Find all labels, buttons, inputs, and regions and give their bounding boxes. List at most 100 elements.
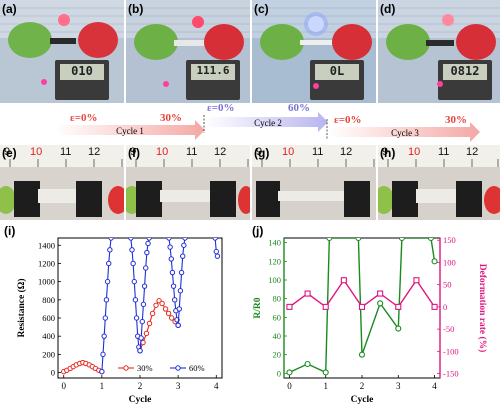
data-point-60% xyxy=(166,238,172,241)
photo-panel-c: 0L xyxy=(252,0,376,103)
cycle-3-arrow: Cycle 3 ε=0% 30% xyxy=(326,114,480,142)
circuit-photo-b xyxy=(126,0,250,103)
ruler-number: 12 xyxy=(88,146,101,158)
x-tick-label: 0 xyxy=(287,381,292,391)
data-point-60% xyxy=(182,238,188,241)
ruler-number: 12 xyxy=(466,146,479,158)
data-point-60% xyxy=(101,333,107,339)
x-tick-label: 2 xyxy=(360,381,365,391)
data-point-ratio xyxy=(322,369,329,376)
y-axis-label: R/R0 xyxy=(253,297,263,318)
ruler-number: 11 xyxy=(60,146,72,158)
series-line-60% xyxy=(177,238,186,326)
data-point-60% xyxy=(170,283,177,289)
data-point-30% xyxy=(149,310,156,317)
data-point-60% xyxy=(146,238,152,241)
panel-label-g: (g) xyxy=(254,146,270,160)
resistance-chart: 0 200 400 600 800 1000 1200 1400 0 1 2 3 4 Cycle Resis… xyxy=(16,237,223,405)
plot-area xyxy=(61,238,221,375)
circuit-photo-d xyxy=(378,0,500,103)
data-point-60% xyxy=(214,253,221,259)
data-point-60% xyxy=(181,242,187,248)
data-point-30% xyxy=(159,300,165,307)
y-tick-label: 400 xyxy=(42,331,55,341)
y2-tick-label: -100 xyxy=(443,346,459,356)
x-tick-label: 4 xyxy=(432,381,437,391)
y-tick-label: 140 xyxy=(268,238,281,248)
x-axis-label: Cycle xyxy=(351,395,374,405)
data-point-60% xyxy=(175,322,181,328)
data-point-60% xyxy=(104,278,111,285)
ruler-number: 11 xyxy=(312,146,324,158)
data-point-ratio xyxy=(398,238,405,242)
panel-label-b: (b) xyxy=(128,2,144,16)
circuit-photo-c xyxy=(252,0,376,103)
data-point-60% xyxy=(130,260,136,267)
meter-reading: 010 xyxy=(71,64,93,78)
data-point-60% xyxy=(167,244,173,250)
y2-tick-label: 50 xyxy=(443,280,452,290)
circuit-photo-a xyxy=(0,0,124,103)
panel-label-d: (d) xyxy=(380,2,396,16)
stretch-photo-g xyxy=(252,145,376,220)
ruler-number: 12 xyxy=(340,146,353,158)
x-tick-label: 1 xyxy=(323,381,328,391)
y-tick-label: 1000 xyxy=(38,277,55,287)
data-point-deformation xyxy=(395,303,402,310)
cycle-3-start: ε=0% xyxy=(334,114,361,126)
cycle-1-end: 30% xyxy=(160,112,182,124)
x-tick-label: 3 xyxy=(176,381,181,391)
data-point-30% xyxy=(165,310,172,317)
cycle-3-end: 30% xyxy=(445,114,467,126)
y-tick-label: 1200 xyxy=(38,258,55,268)
cycle-2-label: Cycle 2 xyxy=(254,118,282,128)
data-point-60% xyxy=(132,297,139,303)
y-tick-label: 0 xyxy=(277,368,281,378)
y-tick-label: 600 xyxy=(42,313,55,323)
ruler-number: 10 xyxy=(282,146,295,158)
cycle-1-arrow: Cycle 1 ε=0% 30% xyxy=(55,112,205,140)
data-point-60% xyxy=(180,253,186,259)
data-point-60% xyxy=(100,351,106,358)
data-point-ratio xyxy=(427,238,434,242)
data-point-60% xyxy=(169,269,176,276)
y-tick-label: 40 xyxy=(273,331,282,341)
y2-tick-label: -50 xyxy=(443,324,454,334)
plot-area xyxy=(286,238,438,376)
y-tick-label: 80 xyxy=(273,294,282,304)
data-point-deformation xyxy=(304,290,311,297)
panel-label-j: (j) xyxy=(252,224,264,238)
y-tick-label: 120 xyxy=(268,256,281,266)
data-point-60% xyxy=(145,240,151,247)
series-line-60% xyxy=(101,238,112,372)
data-point-30% xyxy=(162,306,169,312)
data-point-30% xyxy=(140,339,146,346)
data-point-60% xyxy=(177,288,184,294)
ruler-number: 9 xyxy=(382,146,389,158)
data-point-60% xyxy=(102,315,108,321)
cycle-2-start: ε=0% xyxy=(207,103,234,114)
panel-label-c: (c) xyxy=(254,2,269,16)
ruler-number: 12 xyxy=(214,146,227,158)
data-point-60% xyxy=(99,368,105,375)
data-point-deformation xyxy=(377,290,384,297)
data-point-60% xyxy=(131,278,137,285)
y-tick-label: 0 xyxy=(51,368,55,378)
cycle-1-start: ε=0% xyxy=(70,112,97,124)
y-tick-label: 60 xyxy=(273,312,282,322)
x-tick-label: 3 xyxy=(396,381,401,391)
y2-axis-label: Deformation rate (%) xyxy=(477,264,488,353)
data-point-60% xyxy=(144,249,150,256)
ruler-number: 9 xyxy=(4,146,11,158)
data-point-60% xyxy=(128,238,134,241)
ruler-number: 10 xyxy=(408,146,421,158)
data-point-60% xyxy=(176,306,182,312)
legend-label: 30% xyxy=(137,363,153,373)
data-point-ratio xyxy=(395,325,402,332)
plot-frame xyxy=(57,237,223,379)
data-point-60% xyxy=(106,260,112,267)
y2-tick-label: -150 xyxy=(443,369,459,379)
data-point-ratio xyxy=(377,300,384,307)
y-tick-label: 100 xyxy=(268,275,281,285)
data-point-60% xyxy=(141,283,148,289)
